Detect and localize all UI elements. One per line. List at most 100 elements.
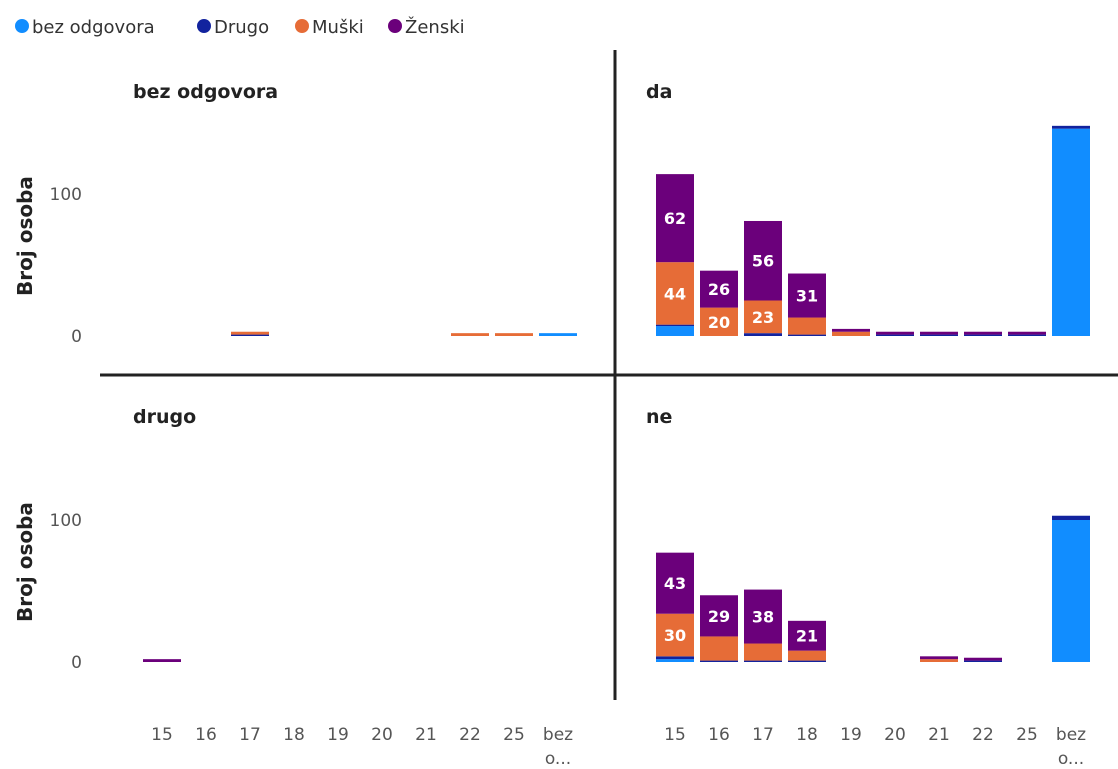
- legend-marker: [15, 19, 29, 33]
- data-label: 62: [664, 209, 686, 228]
- bar-segment[interactable]: [656, 552, 694, 614]
- x-tick-label: 15: [151, 725, 173, 745]
- bar-segment[interactable]: [1052, 128, 1090, 336]
- bar-segment[interactable]: [964, 660, 1002, 662]
- bar-segment[interactable]: [1052, 515, 1090, 520]
- legend-marker: [388, 19, 402, 33]
- bar-segment[interactable]: [495, 333, 533, 336]
- y-tick-label: 0: [71, 327, 82, 347]
- data-label: 38: [752, 608, 774, 627]
- x-tick-label: bez o...: [1056, 725, 1086, 769]
- bar-segment[interactable]: [832, 331, 870, 336]
- x-tick-label: 20: [884, 725, 906, 745]
- x-tick-label: 19: [840, 725, 862, 745]
- bar-segment[interactable]: [744, 589, 782, 644]
- legend-item[interactable]: Ženski: [388, 16, 465, 38]
- y-tick-label: 0: [71, 653, 82, 673]
- legend-item[interactable]: Muški: [295, 17, 364, 38]
- panel: bez odgovora: [133, 81, 577, 336]
- bar-segment[interactable]: [1008, 331, 1046, 335]
- bar-segment[interactable]: [744, 300, 782, 334]
- data-label: 31: [796, 287, 818, 306]
- bar-segment[interactable]: [744, 220, 782, 301]
- legend-marker: [197, 19, 211, 33]
- chart-panels: bez odgovora da 44 62 20 26 23 56 31 drugo ne 30 43 2…: [13, 81, 1090, 769]
- bar-segment[interactable]: [788, 317, 826, 335]
- x-tick-label: 21: [928, 725, 950, 745]
- x-tick-label: 17: [752, 725, 774, 745]
- x-tick-label: 21: [415, 725, 437, 745]
- panel-title: ne: [646, 406, 672, 428]
- bar-segment[interactable]: [656, 174, 694, 263]
- bar-segment[interactable]: [539, 333, 577, 336]
- x-tick-label: 16: [708, 725, 730, 745]
- bar-segment[interactable]: [876, 334, 914, 336]
- bar-segment[interactable]: [964, 331, 1002, 335]
- bar-segment[interactable]: [656, 656, 694, 660]
- data-label: 20: [708, 313, 730, 332]
- x-tick-label: 17: [239, 725, 261, 745]
- bar-segment[interactable]: [1052, 125, 1090, 129]
- legend-item[interactable]: bez odgovora: [15, 17, 155, 38]
- y-tick-label: 100: [50, 511, 82, 531]
- y-axis-label: Broj osoba: [13, 176, 37, 296]
- panel-title: da: [646, 81, 672, 103]
- data-label: 44: [664, 284, 686, 303]
- data-label: 21: [796, 627, 818, 646]
- panel-title: bez odgovora: [133, 81, 278, 103]
- bar-segment[interactable]: [920, 659, 958, 662]
- x-tick-label: 20: [371, 725, 393, 745]
- bar-segment[interactable]: [656, 262, 694, 325]
- x-tick-label: 16: [195, 725, 217, 745]
- legend-item[interactable]: Drugo: [197, 17, 269, 38]
- data-label: 23: [752, 308, 774, 327]
- legend-label: Muški: [312, 17, 364, 38]
- y-tick-label: 100: [50, 185, 82, 205]
- bar-segment[interactable]: [920, 656, 958, 660]
- bar-segment[interactable]: [700, 307, 738, 336]
- bar-segment[interactable]: [700, 595, 738, 637]
- bar-segment[interactable]: [744, 643, 782, 661]
- legend-label: Ženski: [405, 16, 465, 38]
- data-label: 43: [664, 574, 686, 593]
- bar-segment[interactable]: [656, 659, 694, 662]
- x-tick-label: 19: [327, 725, 349, 745]
- bar-segment[interactable]: [656, 324, 694, 327]
- bar-segment[interactable]: [143, 659, 181, 662]
- bar-segment[interactable]: [744, 333, 782, 336]
- bar-segment[interactable]: [788, 334, 826, 336]
- bar-segment[interactable]: [876, 331, 914, 335]
- bar-segment[interactable]: [744, 660, 782, 662]
- bar-segment[interactable]: [964, 334, 1002, 336]
- bar-segment[interactable]: [788, 660, 826, 662]
- bar-segment[interactable]: [920, 331, 958, 335]
- bar-segment[interactable]: [1008, 334, 1046, 336]
- bar-segment[interactable]: [656, 326, 694, 336]
- x-tick-label: 25: [1016, 725, 1038, 745]
- bar-segment[interactable]: [788, 273, 826, 318]
- bar-segment[interactable]: [1052, 520, 1090, 662]
- data-label: 26: [708, 280, 730, 299]
- bar-segment[interactable]: [700, 660, 738, 662]
- bar-segment[interactable]: [656, 613, 694, 657]
- legend-marker: [295, 19, 309, 33]
- x-tick-label: 18: [796, 725, 818, 745]
- bar-segment[interactable]: [700, 636, 738, 661]
- bar-segment[interactable]: [231, 334, 269, 336]
- bar-segment[interactable]: [920, 334, 958, 336]
- bar-segment[interactable]: [964, 657, 1002, 661]
- bar-segment[interactable]: [788, 650, 826, 661]
- y-axis-label: Broj osoba: [13, 502, 37, 622]
- bar-segment[interactable]: [788, 620, 826, 651]
- legend-label: bez odgovora: [32, 17, 155, 38]
- x-tick-label: 22: [972, 725, 994, 745]
- data-label: 56: [752, 252, 774, 271]
- panel-title: drugo: [133, 406, 196, 428]
- bar-segment[interactable]: [700, 270, 738, 308]
- bar-segment[interactable]: [231, 331, 269, 335]
- x-tick-label: 25: [503, 725, 525, 745]
- bar-segment[interactable]: [451, 333, 489, 336]
- bar-segment[interactable]: [832, 328, 870, 332]
- legend-label: Drugo: [214, 17, 269, 38]
